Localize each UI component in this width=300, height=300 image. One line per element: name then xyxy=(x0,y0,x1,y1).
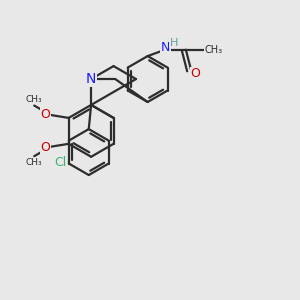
Text: CH₃: CH₃ xyxy=(25,94,42,103)
Text: O: O xyxy=(191,67,201,80)
Text: O: O xyxy=(40,141,50,154)
Text: O: O xyxy=(40,108,50,121)
Text: N: N xyxy=(86,72,96,86)
Text: Cl: Cl xyxy=(55,157,67,169)
Text: CH₃: CH₃ xyxy=(204,45,222,55)
Text: CH₃: CH₃ xyxy=(25,158,42,167)
Text: N: N xyxy=(160,41,170,54)
Text: H: H xyxy=(170,38,178,48)
